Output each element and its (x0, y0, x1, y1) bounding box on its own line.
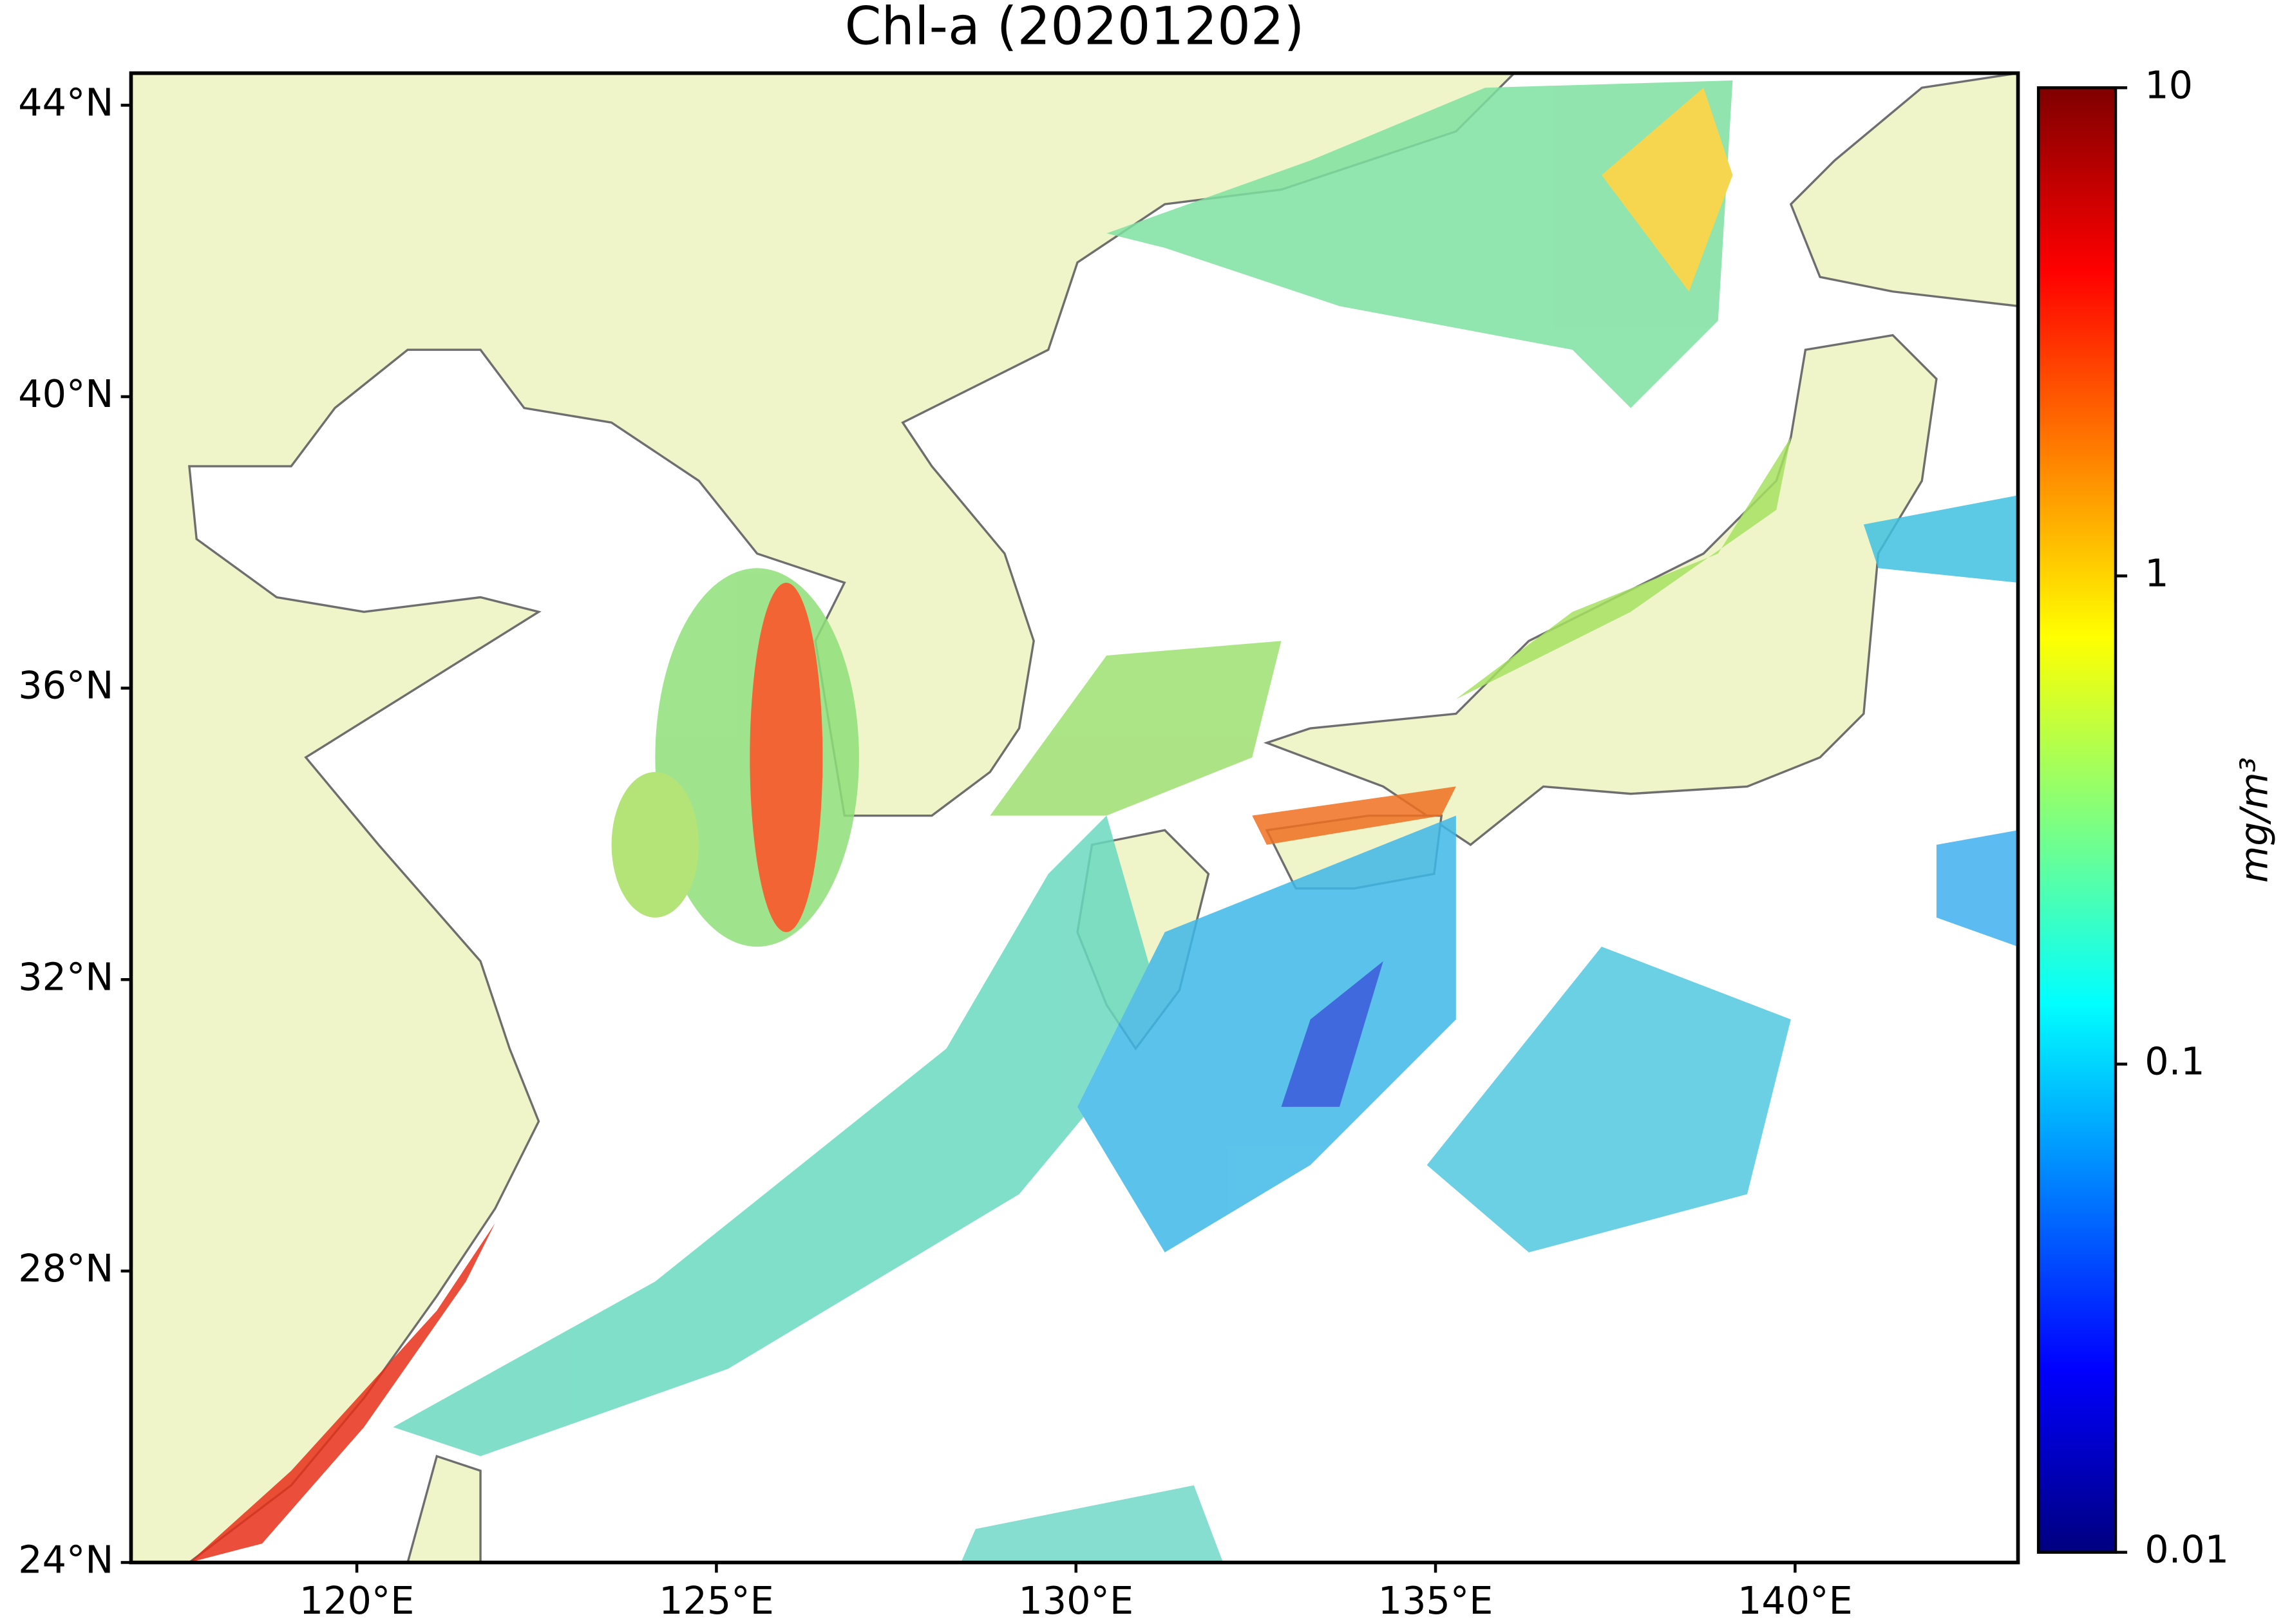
map (131, 73, 2018, 1563)
y-tick-label: 24°N (18, 1538, 113, 1582)
colorbar-tick-label: 10 (2145, 62, 2193, 107)
colorbar-tick-label: 1 (2145, 551, 2168, 595)
chlorophyll-field (189, 80, 2018, 1563)
x-tick-label: 130°E (1018, 1578, 1133, 1623)
y-tick-label: 40°N (18, 372, 113, 416)
y-tick-label: 28°N (18, 1246, 113, 1290)
x-tick-label: 125°E (659, 1578, 774, 1623)
y-tick-label: 32°N (18, 954, 113, 999)
chart-title: Chl-a (20201202) (845, 0, 1305, 57)
colorbar-tick-label: 0.1 (2145, 1039, 2204, 1084)
y-tick-label: 44°N (18, 80, 113, 125)
colorbar-tick-label: 0.01 (2145, 1527, 2229, 1572)
x-tick-label: 140°E (1738, 1578, 1853, 1623)
colorbar-label: mg/m³ (2231, 757, 2276, 883)
x-tick-label: 120°E (299, 1578, 415, 1623)
axes: 120°E 125°E 130°E 135°E 140°E 24°N 28°N 32°N 36°… (18, 62, 2229, 1623)
x-tick-label: 135°E (1378, 1578, 1493, 1623)
colorbar (2036, 86, 2117, 1554)
y-tick-label: 36°N (18, 663, 113, 708)
